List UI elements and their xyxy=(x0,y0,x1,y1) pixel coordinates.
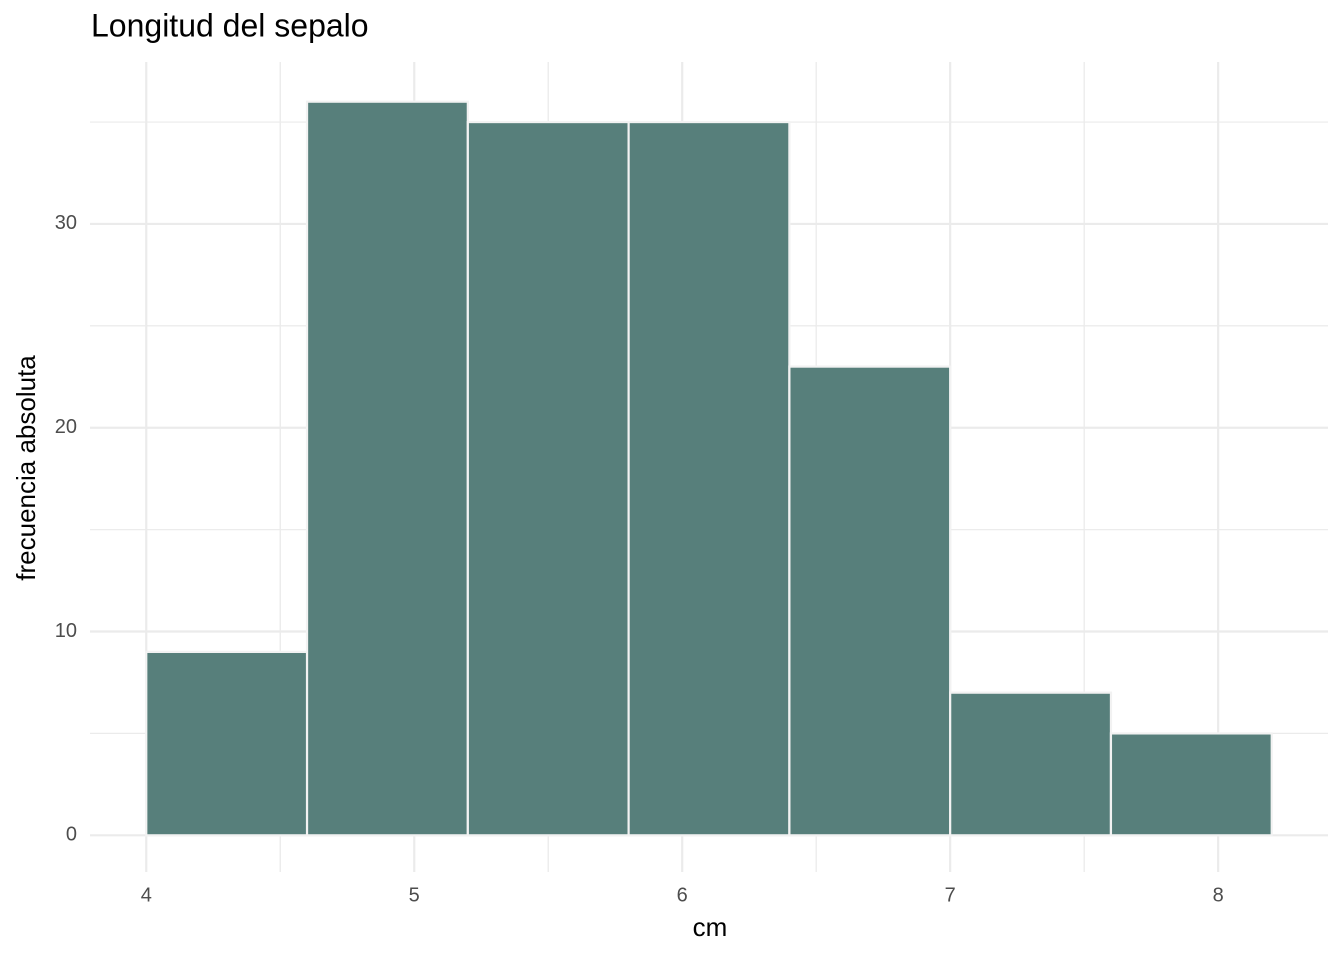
chart-title: Longitud del sepalo xyxy=(91,7,369,43)
x-tick-label: 6 xyxy=(677,884,688,906)
bar xyxy=(949,691,1113,837)
x-tick-label: 5 xyxy=(409,884,420,906)
bar xyxy=(788,365,952,837)
x-tick-label: 4 xyxy=(141,884,152,906)
y-tick-label: 0 xyxy=(66,824,77,846)
bar xyxy=(145,650,309,837)
y-tick-label: 20 xyxy=(55,416,77,438)
bar xyxy=(466,120,630,837)
y-tick-label: 30 xyxy=(55,212,77,234)
x-tick-label: 7 xyxy=(945,884,956,906)
bar xyxy=(305,100,469,837)
bar xyxy=(1109,732,1273,837)
bar xyxy=(627,120,791,837)
x-tick-label: 8 xyxy=(1213,884,1224,906)
y-axis-label: frecuencia absoluta xyxy=(11,355,41,581)
x-axis-label: cm xyxy=(693,912,728,942)
y-tick-label: 10 xyxy=(55,620,77,642)
